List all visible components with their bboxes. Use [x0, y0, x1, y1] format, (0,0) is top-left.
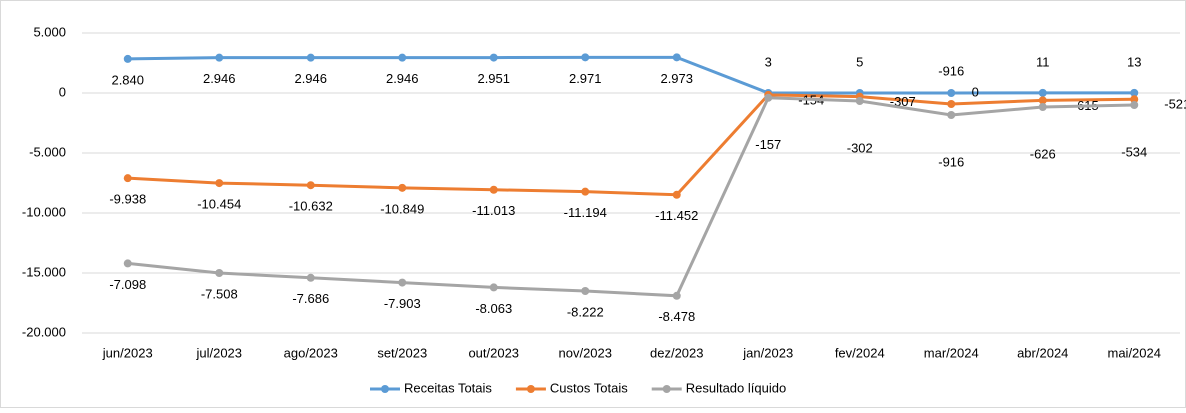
x-tick-label: fev/2024	[835, 345, 885, 360]
data-label: -7.903	[384, 296, 421, 311]
data-label: -7.686	[292, 291, 329, 306]
data-label: 2.946	[386, 71, 419, 86]
y-tick-label: -20.000	[22, 324, 66, 339]
x-tick-label: jan/2023	[742, 345, 793, 360]
data-point	[947, 110, 956, 119]
data-point	[1038, 96, 1047, 105]
data-point	[581, 53, 590, 62]
data-point	[1038, 103, 1047, 112]
data-label: -521	[1164, 97, 1186, 112]
data-label: -302	[847, 140, 873, 155]
y-tick-label: -5.000	[29, 144, 66, 159]
x-tick-label: ago/2023	[284, 345, 338, 360]
data-label: -8.063	[475, 301, 512, 316]
data-label: 5	[856, 54, 863, 69]
x-tick-label: nov/2023	[559, 345, 613, 360]
data-label: -10.454	[197, 197, 241, 212]
data-label: -8.478	[658, 309, 695, 324]
data-label: 2.971	[569, 71, 602, 86]
x-tick-label: set/2023	[377, 345, 427, 360]
data-label: 11	[1036, 54, 1050, 69]
data-point	[1130, 88, 1139, 97]
series-line	[127, 55, 1135, 95]
x-tick-label: jun/2023	[102, 345, 153, 360]
data-label: -916	[938, 154, 964, 169]
data-point	[947, 99, 956, 108]
data-label: -626	[1030, 146, 1056, 161]
data-point	[123, 174, 132, 183]
data-point	[306, 181, 315, 190]
data-point	[672, 291, 681, 300]
data-point	[398, 53, 407, 62]
legend-marker	[662, 385, 671, 393]
data-point	[672, 190, 681, 199]
data-label: 2.946	[294, 71, 327, 86]
data-label: -9.938	[109, 192, 146, 207]
data-point	[1130, 101, 1139, 109]
data-point	[306, 53, 315, 62]
data-label: -534	[1121, 144, 1147, 159]
legend-label: Custos Totais	[550, 380, 628, 395]
data-point	[947, 89, 956, 97]
data-label: -8.222	[567, 304, 604, 319]
y-tick-label: -15.000	[22, 264, 66, 279]
series-line	[127, 93, 1135, 197]
x-tick-label: mai/2024	[1108, 345, 1161, 360]
data-point	[123, 259, 132, 268]
data-point	[123, 54, 132, 63]
data-point	[672, 53, 681, 62]
data-point	[1130, 95, 1139, 104]
x-tick-label: jul/2023	[195, 345, 242, 360]
data-point	[398, 183, 407, 192]
data-label: 3	[765, 54, 772, 69]
data-label: -11.013	[472, 203, 515, 218]
x-tick-label: dez/2023	[650, 345, 704, 360]
data-point	[489, 283, 498, 292]
data-point	[764, 93, 773, 102]
y-tick-label: -10.000	[22, 204, 66, 219]
data-label: 2.946	[203, 71, 236, 86]
data-point	[215, 53, 224, 62]
data-label: -11.452	[655, 208, 698, 223]
data-point	[398, 278, 407, 287]
data-label: -7.508	[201, 286, 238, 301]
legend-label: Resultado líquido	[686, 380, 786, 395]
data-label: -916	[938, 63, 964, 78]
data-point	[581, 287, 590, 295]
data-point	[581, 187, 590, 196]
data-point	[215, 269, 224, 277]
data-point	[855, 97, 864, 106]
legend-marker	[526, 385, 535, 393]
data-point	[489, 185, 498, 194]
y-tick-label: 0	[59, 84, 66, 99]
data-label: 13	[1127, 54, 1141, 69]
data-label: 2.840	[111, 72, 144, 87]
series-line	[127, 96, 1135, 298]
data-label: 2.951	[477, 71, 510, 86]
legend-marker	[381, 385, 389, 393]
data-label: -7.098	[109, 277, 146, 292]
data-point	[1038, 88, 1047, 97]
data-label: 2.973	[660, 71, 693, 86]
x-tick-label: mar/2024	[924, 345, 979, 360]
data-label: -157	[755, 137, 781, 152]
x-tick-label: abr/2024	[1017, 345, 1068, 360]
data-label: -10.849	[380, 201, 424, 216]
legend-label: Receitas Totais	[404, 380, 492, 395]
y-tick-label: 5.000	[33, 24, 66, 39]
x-tick-label: out/2023	[468, 345, 519, 360]
data-point	[306, 273, 315, 282]
data-label: -11.194	[564, 205, 607, 220]
data-point	[215, 179, 224, 188]
data-label: -10.632	[289, 199, 333, 214]
data-label: 0	[972, 84, 979, 99]
data-point	[489, 53, 498, 62]
